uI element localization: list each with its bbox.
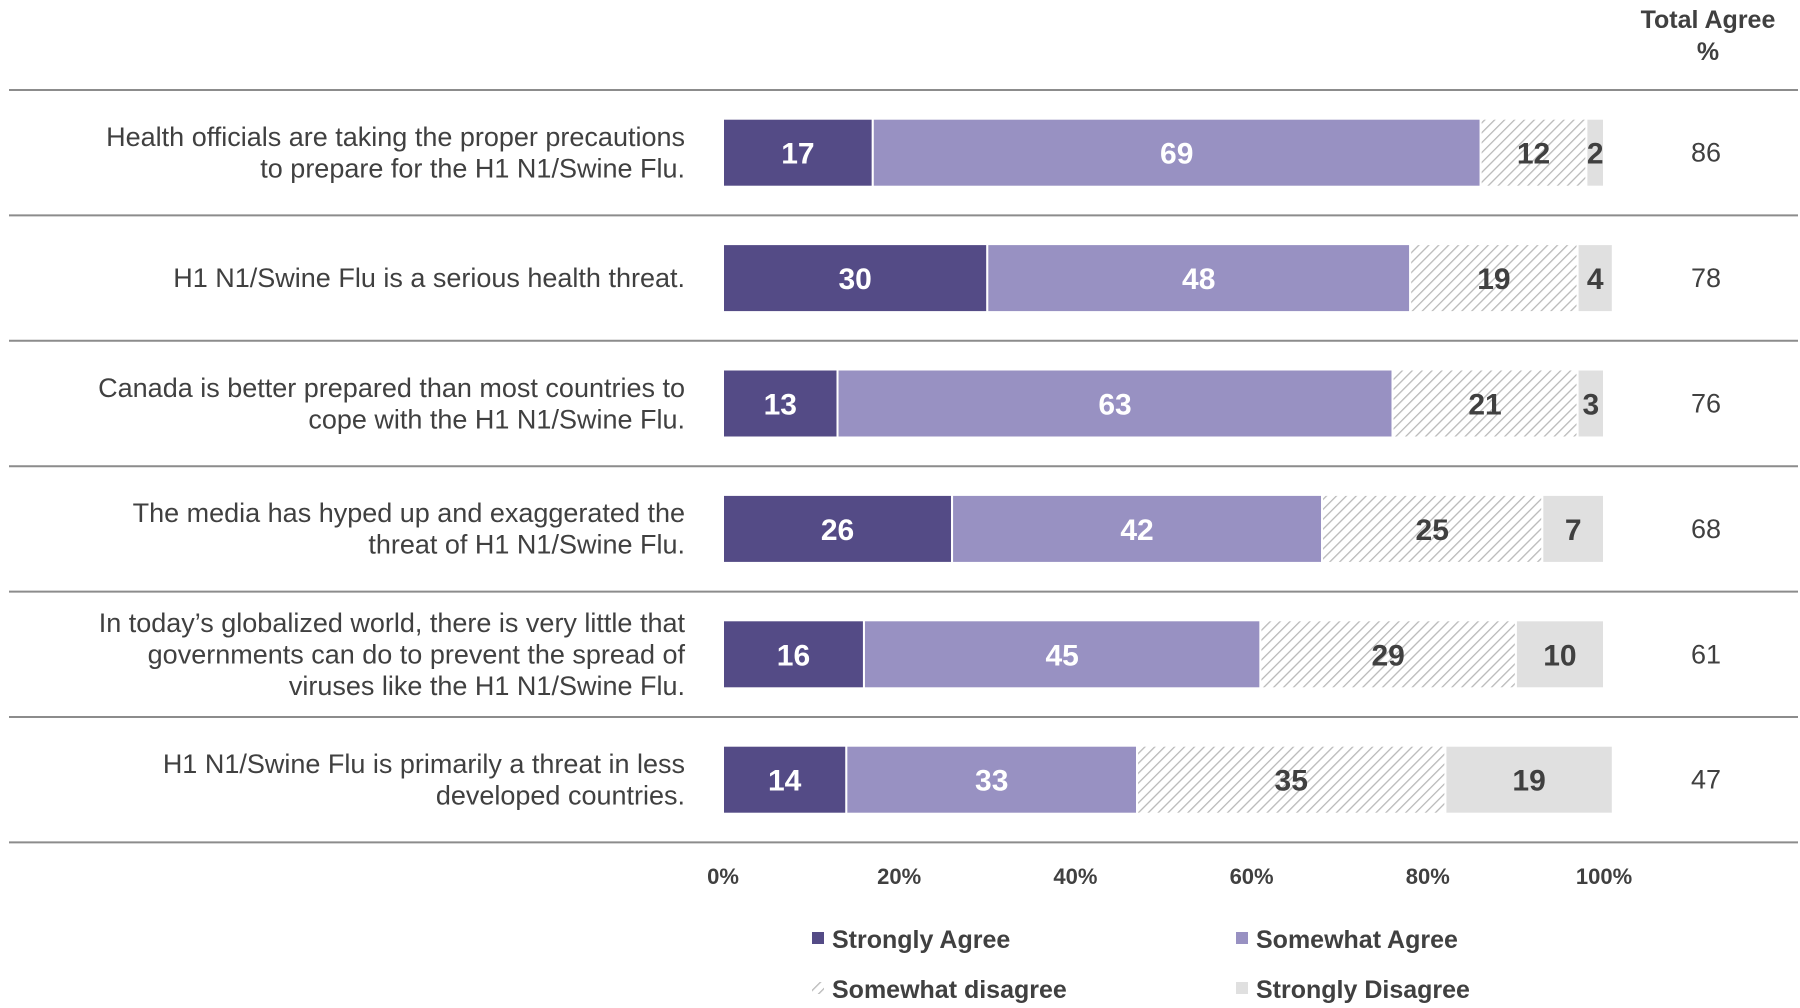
row-separators [9,89,1798,844]
legend-swatch [1236,932,1248,944]
bar-value-label: 4 [1587,263,1604,296]
legend-swatch [812,932,824,944]
text-layer: Total Agree% Health officials are taking … [98,6,1775,889]
category-label: In today’s globalized world, there is ve… [99,608,686,701]
category-label-line: H1 N1/Swine Flu is primarily a threat in… [163,749,685,779]
category-label: Health officials are taking the proper p… [106,122,685,184]
bar-value-label: 45 [1045,639,1078,672]
bar-value-label: 30 [838,263,871,296]
category-label-line: Health officials are taking the proper p… [106,122,685,152]
x-tick-label: 40% [1053,864,1097,889]
category-label: The media has hyped up and exaggerated t… [133,498,685,560]
bar-layer [722,117,1614,815]
bar-value-label: 69 [1160,138,1193,171]
category-label-line: developed countries. [436,780,685,810]
bar-segment-strongly-disagree [1514,619,1606,690]
category-label: Canada is better prepared than most coun… [98,373,685,435]
bar-value-label: 17 [781,138,814,171]
bar-value-label: 25 [1416,514,1449,547]
bar-segment-strongly-agree [722,744,848,815]
bar-value-label: 42 [1120,514,1153,547]
bar-value-label: 35 [1275,765,1308,798]
bar-segment-strongly-disagree [1585,117,1606,188]
x-tick-label: 80% [1406,864,1450,889]
bar-value-label: 16 [777,639,810,672]
total-agree-value: 86 [1691,138,1721,168]
legend: Strongly Agree Somewhat Agree Somewhat dis… [812,926,1470,1004]
bar-value-label: 29 [1371,639,1404,672]
bar-segment-somewhat-disagree [1259,619,1517,690]
category-label-line: The media has hyped up and exaggerated t… [133,498,685,528]
bar-segment-somewhat-agree [871,117,1482,188]
category-label: H1 N1/Swine Flu is a serious health thre… [173,263,685,293]
total-agree-value: 76 [1691,389,1721,419]
bar-value-label: 19 [1477,263,1510,296]
bar-value-label: 12 [1517,138,1550,171]
total-agree-value: 68 [1691,514,1721,544]
category-label-line: In today’s globalized world, there is ve… [99,608,686,638]
bar-segment-strongly-disagree [1541,493,1605,564]
category-label-line: cope with the H1 N1/Swine Flu. [308,404,685,434]
bar-segment-strongly-disagree [1444,744,1614,815]
legend-label: Somewhat disagree [832,976,1067,1003]
category-label-line: H1 N1/Swine Flu is a serious health thre… [173,263,685,293]
category-label-line: Canada is better prepared than most coun… [98,373,685,403]
legend-label: Strongly Disagree [1256,976,1470,1003]
bar-segment-somewhat-disagree [1479,117,1588,188]
total-agree-value: 47 [1691,765,1721,795]
category-label-line: governments can do to prevent the spread… [148,639,686,669]
legend-swatch [812,982,824,994]
bar-value-label: 63 [1098,389,1131,422]
bar-segment-somewhat-agree [845,744,1139,815]
bar-segment-somewhat-agree [951,493,1324,564]
bar-segment-strongly-agree [722,493,954,564]
category-label: H1 N1/Swine Flu is primarily a threat in… [163,749,685,811]
bar-segment-strongly-disagree [1576,243,1614,314]
bar-value-label: 26 [821,514,854,547]
x-tick-label: 20% [877,864,921,889]
category-label-line: threat of H1 N1/Swine Flu. [368,530,685,560]
x-tick-label: 0% [707,864,739,889]
x-tick-label: 60% [1230,864,1274,889]
bar-segment-somewhat-disagree [1321,493,1544,564]
category-label-line: viruses like the H1 N1/Swine Flu. [289,671,685,701]
total-agree-header-line-2: % [1697,38,1719,66]
legend-swatch [1236,982,1248,994]
bar-value-label: 19 [1512,765,1545,798]
bar-segment-somewhat-disagree [1409,243,1579,314]
bar-segment-strongly-agree [722,368,839,439]
total-agree-value: 61 [1691,639,1721,669]
bar-segment-somewhat-agree [986,243,1412,314]
bar-value-label: 14 [768,765,802,798]
bar-value-label: 48 [1182,263,1215,296]
total-agree-value: 78 [1691,263,1721,293]
bar-segment-somewhat-agree [862,619,1262,690]
bar-value-label: 2 [1587,138,1604,171]
legend-label: Strongly Agree [832,926,1010,954]
bar-segment-strongly-agree [722,619,865,690]
bar-segment-somewhat-disagree [1391,368,1579,439]
bar-segment-strongly-agree [722,117,874,188]
x-tick-label: 100% [1576,864,1632,889]
bar-segment-strongly-disagree [1576,368,1605,439]
bar-value-label: 7 [1565,514,1582,547]
legend-label: Somewhat Agree [1256,926,1458,954]
bar-segment-somewhat-agree [836,368,1394,439]
bar-value-label: 10 [1543,639,1576,672]
total-agree-header-line-1: Total Agree [1641,6,1776,34]
bar-value-label: 33 [975,765,1008,798]
bar-segment-strongly-agree [722,243,989,314]
bar-value-label: 13 [764,389,797,422]
bar-value-label: 21 [1468,389,1501,422]
category-label-line: to prepare for the H1 N1/Swine Flu. [260,153,685,183]
bar-value-label: 3 [1582,389,1599,422]
